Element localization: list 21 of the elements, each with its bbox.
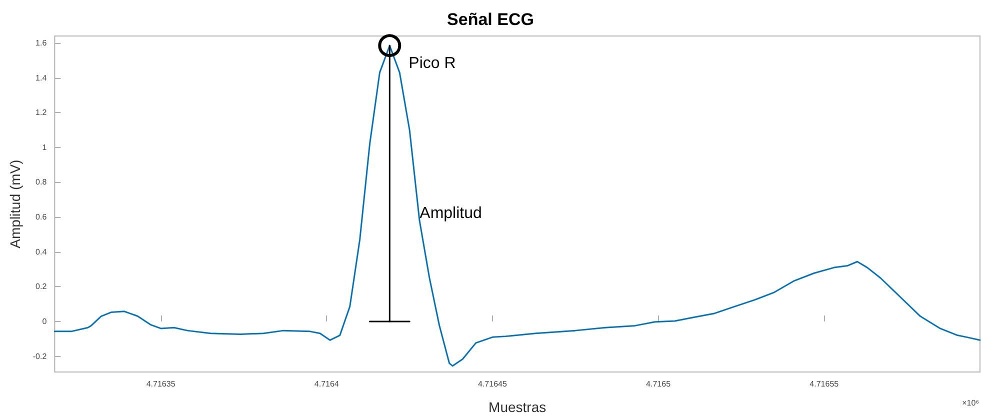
y-tick-label: 0.4	[36, 247, 48, 256]
x-tick-label: 4.7164	[314, 380, 340, 388]
y-axis-title: Amplitud (mV)	[7, 160, 23, 248]
x-tick-label: 4.7165	[646, 380, 672, 388]
y-tick-label: 1.2	[36, 108, 48, 118]
y-tick-label: 1	[42, 142, 48, 152]
y-tick-label: 1.6	[36, 38, 48, 48]
x-axis-title: Muestras	[488, 399, 546, 415]
y-tick-label: 0.8	[36, 178, 48, 187]
annotation: Amplitud	[420, 205, 482, 222]
y-tick-label: 0.6	[36, 212, 48, 222]
y-tick-label: 0	[42, 317, 48, 326]
chart-title: Señal ECG	[447, 10, 534, 29]
x-tick-label: 4.71635	[146, 380, 176, 388]
annotation: Pico R	[408, 55, 456, 72]
y-tick-label: 0.2	[36, 282, 48, 292]
y-tick-label: 1.4	[36, 73, 48, 82]
x-tick-label: 4.71645	[478, 380, 508, 388]
y-tick-label: -0.2	[32, 352, 48, 361]
x-tick-label: 4.71655	[810, 380, 840, 388]
text: ×10⁶	[962, 398, 980, 408]
